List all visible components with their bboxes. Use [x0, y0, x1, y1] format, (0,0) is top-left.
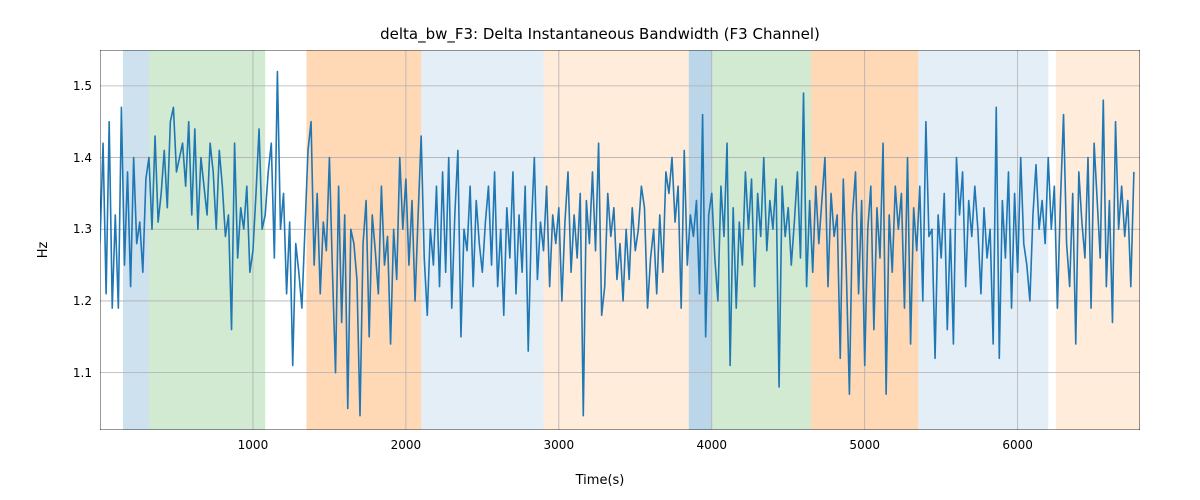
x-axis-label: Time(s) — [0, 473, 1200, 488]
y-tick-label: 1.5 — [73, 79, 92, 93]
x-tick-label: 4000 — [696, 438, 727, 452]
x-tick-label: 5000 — [849, 438, 880, 452]
x-tick-label: 2000 — [391, 438, 422, 452]
y-tick-label: 1.4 — [73, 151, 92, 165]
x-tick-label: 1000 — [238, 438, 269, 452]
y-tick-label: 1.1 — [73, 366, 92, 380]
x-tick-label: 6000 — [1002, 438, 1033, 452]
y-tick-label: 1.2 — [73, 294, 92, 308]
chart-plot-area — [100, 50, 1140, 430]
x-tick-label: 3000 — [544, 438, 575, 452]
chart-title: delta_bw_F3: Delta Instantaneous Bandwid… — [0, 25, 1200, 43]
y-axis-label: Hz — [36, 242, 51, 259]
y-tick-label: 1.3 — [73, 222, 92, 236]
chart-svg — [100, 50, 1140, 430]
